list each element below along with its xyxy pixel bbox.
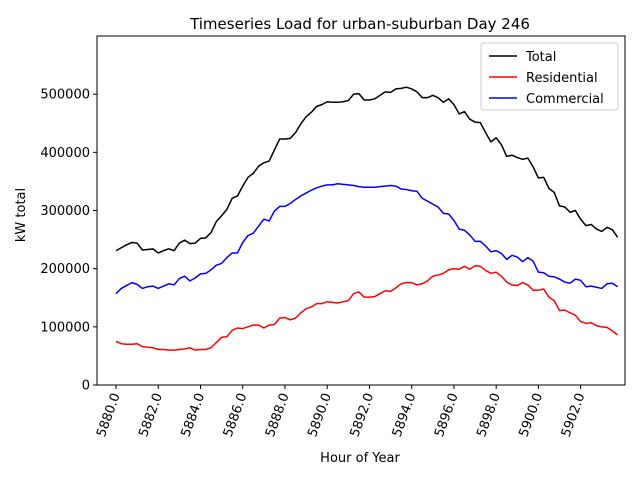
series-line-residential xyxy=(115,265,619,351)
y-tick-label: 100000 xyxy=(40,320,90,335)
series-line-commercial xyxy=(115,182,619,295)
legend-label-commercial: Commercial xyxy=(526,92,604,107)
legend-box xyxy=(480,42,619,111)
y-tick-label: 300000 xyxy=(40,204,90,219)
y-axis-label: kW total xyxy=(14,188,29,242)
legend-label-residential: Residential xyxy=(526,71,598,86)
series-line-total xyxy=(115,86,619,254)
legend-label-total: Total xyxy=(525,50,556,65)
y-tick-label: 500000 xyxy=(40,88,90,103)
series-layer xyxy=(115,86,619,351)
y-tick-label: 400000 xyxy=(40,146,90,161)
y-axis: 0 100000 200000 300000 400000 500000 xyxy=(40,88,97,394)
legend: Total Residential Commercial xyxy=(480,42,619,111)
chart-title: Timeseries Load for urban-suburban Day 2… xyxy=(189,15,530,33)
x-axis-label: Hour of Year xyxy=(320,451,400,466)
y-tick-label: 200000 xyxy=(40,262,90,277)
y-tick-label: 0 xyxy=(82,379,90,394)
